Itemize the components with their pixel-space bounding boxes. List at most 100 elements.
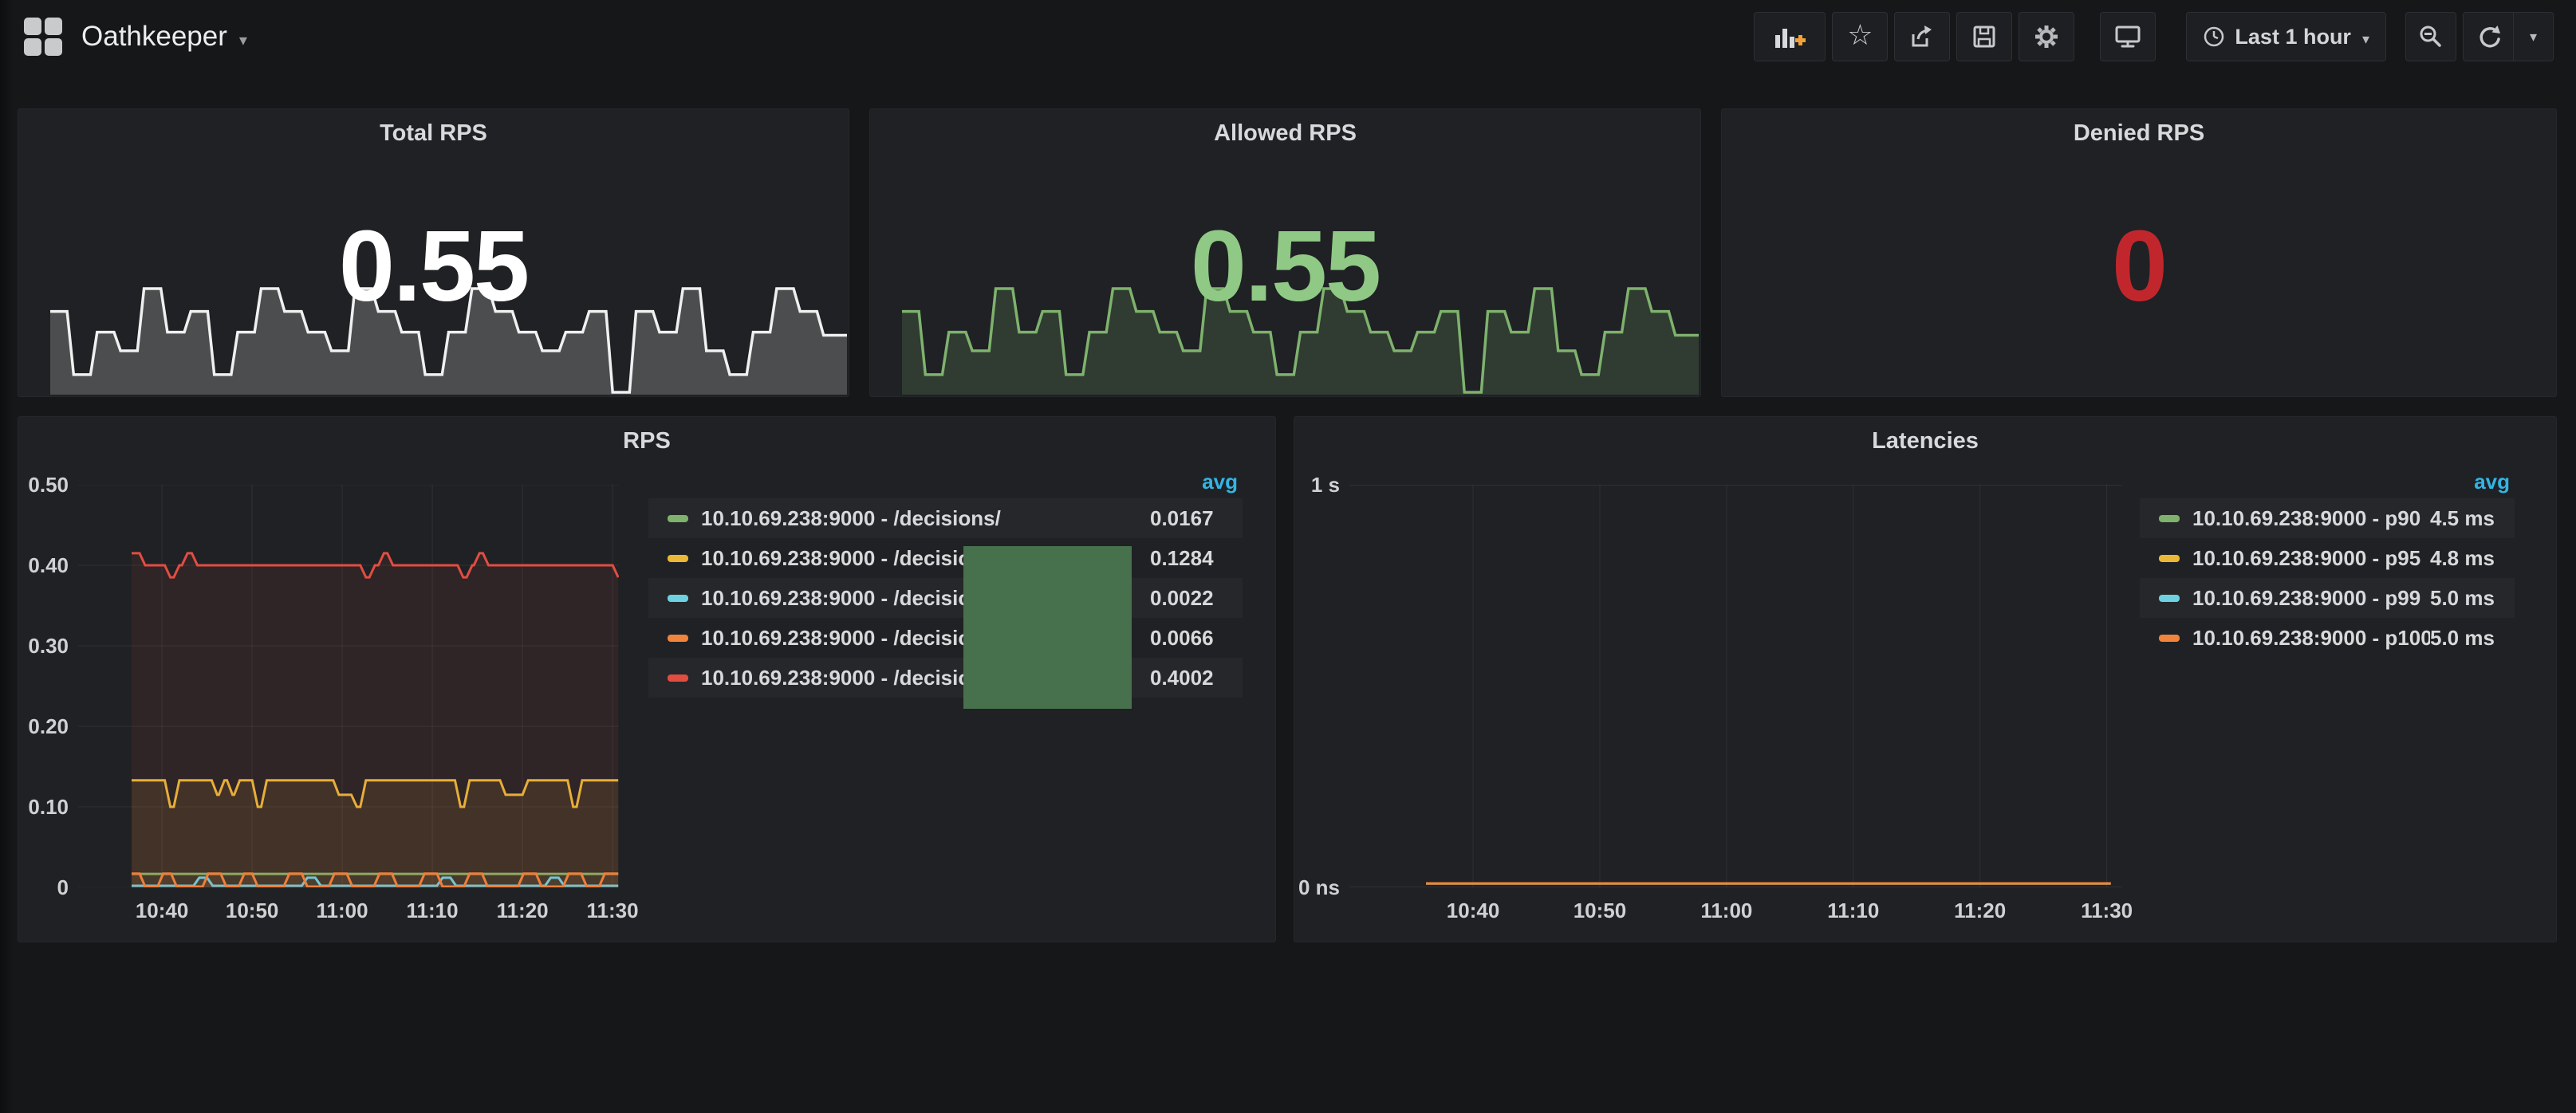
x-tick-label: 11:10	[1827, 899, 1880, 922]
x-tick-label: 11:00	[316, 899, 368, 922]
dashboard-grid-icon[interactable]	[24, 18, 62, 56]
panel-title[interactable]: Allowed RPS	[1214, 120, 1357, 146]
y-tick-label: 0.30	[28, 634, 69, 658]
x-tick-label: 11:20	[1954, 899, 2007, 922]
x-tick-label: 11:00	[1700, 899, 1753, 922]
series-avg-value: 0.0167	[1150, 505, 1214, 530]
series-label[interactable]: 10.10.69.238:9000 - /decisions/	[701, 625, 1001, 650]
series-color-swatch[interactable]	[668, 594, 688, 602]
y-tick-label: 0.10	[28, 795, 69, 819]
share-button[interactable]	[1894, 12, 1951, 61]
legend-row[interactable]: 10.10.69.238:9000 - p100 5.0 ms	[2140, 618, 2515, 658]
y-tick-label: 1 s	[1310, 473, 1340, 497]
refresh-interval-dropdown[interactable]: ▾	[2514, 12, 2554, 61]
series-color-swatch[interactable]	[2159, 634, 2180, 642]
x-tick-label: 11:10	[406, 899, 459, 922]
legend-row[interactable]: 10.10.69.238:9000 - /decisions/0.1284	[648, 538, 1243, 578]
series-avg-value: 0.0022	[1150, 585, 1214, 610]
series-color-swatch[interactable]	[668, 554, 688, 562]
grid-square	[24, 38, 41, 56]
series-color-swatch[interactable]	[2159, 514, 2180, 522]
time-range-picker[interactable]: Last 1 hour ▾	[2186, 12, 2386, 61]
navbar-left: Oathkeeper ▾	[24, 18, 247, 56]
series-label[interactable]: 10.10.69.238:9000 - /decisions/	[701, 505, 1001, 530]
share-icon	[1912, 26, 1932, 47]
series-label[interactable]: 10.10.69.238:9000 - p95	[2192, 545, 2421, 570]
panel-title[interactable]: Total RPS	[380, 120, 487, 146]
chevron-down-icon[interactable]: ▾	[238, 31, 247, 49]
gear-icon	[2035, 26, 2058, 48]
series-color-swatch[interactable]	[668, 514, 688, 522]
series-label[interactable]: 10.10.69.238:9000 - /decisions/	[701, 665, 1001, 690]
allowed-rps-sparkline-svg	[902, 287, 1699, 395]
rps-chart-svg	[78, 485, 619, 887]
settings-button[interactable]	[2019, 12, 2075, 61]
add-panel-icon	[1775, 29, 1806, 48]
series-label[interactable]: 10.10.69.238:9000 - /decisions/	[701, 585, 1001, 610]
legend-row[interactable]: 10.10.69.238:9000 - /decisions/0.0167	[648, 498, 1243, 538]
legend-avg-header[interactable]: avg	[2474, 470, 2510, 494]
grid-square	[24, 18, 41, 35]
save-button[interactable]	[1956, 12, 2013, 61]
latencies-chart-svg	[1349, 485, 2122, 887]
legend-avg-header[interactable]: avg	[1202, 470, 1238, 494]
stat-value: 0.55	[338, 210, 530, 322]
legend-overlay-rect	[963, 546, 1132, 709]
cycle-view-button[interactable]	[2100, 12, 2157, 61]
legend-row[interactable]: 10.10.69.238:9000 - p90 4.5 ms	[2140, 498, 2515, 538]
series-avg-value: 5.0 ms	[2430, 585, 2495, 610]
grid-square	[45, 18, 62, 35]
sparkline	[902, 287, 1699, 395]
latencies-plot-area[interactable]	[1349, 485, 2122, 887]
star-icon: ☆	[1847, 18, 1873, 51]
time-range-label: Last 1 hour	[2235, 24, 2351, 49]
legend-row[interactable]: 10.10.69.238:9000 - p95 4.8 ms	[2140, 538, 2515, 578]
y-tick-label: 0.50	[28, 473, 69, 497]
rps-legend: avg 10.10.69.238:9000 - /decisions/0.016…	[648, 470, 1243, 698]
panel-title[interactable]: Latencies	[1872, 428, 1979, 454]
panel-title[interactable]: RPS	[623, 428, 671, 454]
series-label[interactable]: 10.10.69.238:9000 - p99	[2192, 585, 2421, 610]
total-rps-sparkline-svg	[50, 287, 847, 395]
x-tick-label: 10:50	[1573, 899, 1627, 922]
chevron-down-icon: ▾	[2529, 28, 2538, 45]
series-color-swatch[interactable]	[2159, 594, 2180, 602]
y-tick-label: 0 ns	[1298, 875, 1340, 899]
x-tick-label: 11:30	[2081, 899, 2133, 922]
y-tick-label: 0.20	[28, 714, 69, 738]
legend-rows: 10.10.69.238:9000 - /decisions/0.0167 10.…	[648, 498, 1243, 698]
series-avg-value: 5.0 ms	[2430, 625, 2495, 650]
navbar-actions: ☆	[1747, 12, 2554, 61]
clock-icon	[2204, 26, 2224, 47]
navbar: Oathkeeper ▾ ☆	[0, 0, 2576, 89]
legend-row[interactable]: 10.10.69.238:9000 - p99 5.0 ms	[2140, 578, 2515, 618]
series-color-swatch[interactable]	[668, 634, 688, 642]
star-button[interactable]: ☆	[1832, 12, 1889, 61]
series-color-swatch[interactable]	[668, 674, 688, 682]
dashboard-title[interactable]: Oathkeeper	[81, 21, 227, 52]
panel-denied-rps: Denied RPS 0	[1721, 108, 2557, 397]
refresh-icon	[2479, 26, 2500, 48]
add-panel-button[interactable]	[1754, 12, 1826, 61]
series-avg-value: 0.0066	[1150, 625, 1214, 650]
panel-title[interactable]: Denied RPS	[2073, 120, 2205, 146]
legend-row[interactable]: 10.10.69.238:9000 - /decisions/0.0066	[648, 618, 1243, 658]
stat-value: 0	[2111, 210, 2168, 322]
zoom-out-icon	[2420, 26, 2441, 47]
series-label[interactable]: 10.10.69.238:9000 - /decisions/	[701, 545, 1001, 570]
x-tick-label: 10:40	[1446, 899, 1500, 922]
zoom-out-button[interactable]	[2405, 12, 2456, 61]
series-label[interactable]: 10.10.69.238:9000 - p100	[2192, 625, 2430, 650]
refresh-button[interactable]	[2463, 12, 2514, 61]
panel-allowed-rps: Allowed RPS 0.55	[869, 108, 1701, 397]
legend-row[interactable]: 10.10.69.238:9000 - /decisions/0.4002	[648, 658, 1243, 698]
rps-plot-area[interactable]	[78, 485, 619, 887]
series-avg-value: 4.8 ms	[2430, 545, 2495, 570]
tv-icon	[2115, 26, 2141, 48]
series-color-swatch[interactable]	[2159, 554, 2180, 562]
chevron-down-icon: ▾	[2361, 30, 2369, 47]
series-label[interactable]: 10.10.69.238:9000 - p90	[2192, 505, 2421, 530]
series-avg-value: 4.5 ms	[2430, 505, 2495, 530]
page-edge-shade	[0, 0, 14, 1113]
legend-row[interactable]: 10.10.69.238:9000 - /decisions/0.0022	[648, 578, 1243, 618]
